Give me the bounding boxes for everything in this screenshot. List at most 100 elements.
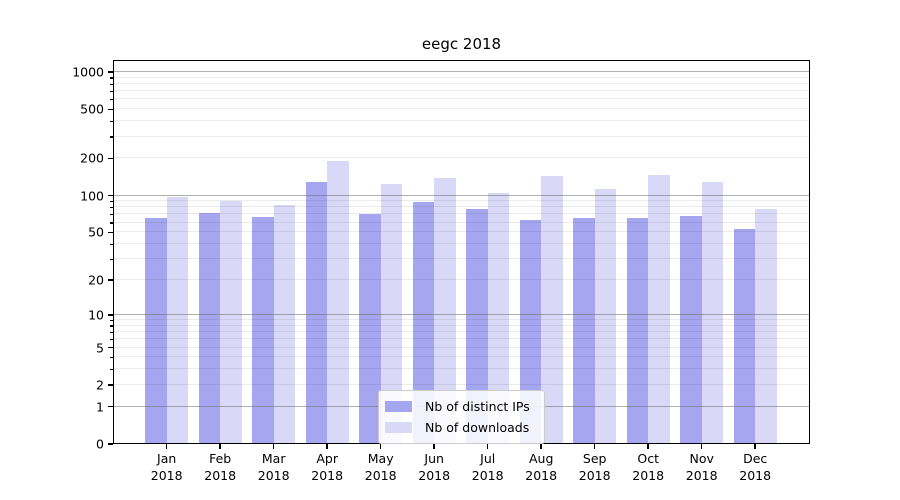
y-gridline-minor-8 <box>113 324 810 326</box>
x-tick-label-nov: Nov 2018 <box>685 451 718 483</box>
y-gridline-minor-4 <box>113 356 810 358</box>
plot-area <box>113 60 810 444</box>
x-tick-mark-apr <box>326 444 328 449</box>
bar-downloads-sep <box>594 188 617 444</box>
x-tick-mark-dec <box>754 444 756 449</box>
y-tick-label-0: 0 <box>96 436 104 452</box>
x-tick-label-may: May 2018 <box>364 451 397 483</box>
y-gridline-minor-200 <box>113 157 810 159</box>
y-minor-tick-mark-300 <box>110 136 113 138</box>
x-tick-label-jan: Jan 2018 <box>150 451 183 483</box>
bar-ips-may <box>359 214 381 444</box>
x-tick-label-apr: Apr 2018 <box>311 451 344 483</box>
y-minor-tick-mark-900 <box>110 77 113 79</box>
y-tick-mark-500 <box>108 108 113 111</box>
y-tick-label-1000: 1000 <box>72 64 104 80</box>
bar-ips-jul <box>466 208 488 444</box>
y-tick-mark-0 <box>108 443 113 445</box>
y-tick-label-500: 500 <box>80 101 104 117</box>
y-tick-mark-1 <box>108 405 113 408</box>
x-tick-label-mar: Mar 2018 <box>257 451 290 483</box>
x-tick-mark-aug <box>540 444 542 449</box>
bar-downloads-nov <box>701 181 724 444</box>
bar-downloads-mar <box>273 204 296 444</box>
y-gridline-minor-80 <box>113 206 810 208</box>
legend: Nb of distinct IPs Nb of downloads <box>378 390 545 444</box>
y-minor-tick-mark-400 <box>110 120 113 123</box>
y-minor-tick-mark-7 <box>110 331 113 334</box>
y-minor-tick-mark-8 <box>110 325 113 327</box>
x-tick-label-sep: Sep 2018 <box>578 451 611 483</box>
bar-downloads-jun <box>434 177 456 444</box>
x-tick-mark-jan <box>165 444 168 449</box>
y-gridline-minor-2 <box>113 383 810 385</box>
y-minor-tick-mark-9 <box>110 319 113 322</box>
bar-ips-dec <box>733 229 756 444</box>
y-gridline-minor-300 <box>113 135 810 137</box>
y-minor-tick-mark-40 <box>110 243 113 246</box>
y-tick-mark-1000 <box>108 71 113 73</box>
x-tick-mark-may <box>379 444 382 449</box>
x-tick-label-jul: Jul 2018 <box>471 451 504 483</box>
bar-ips-nov <box>680 216 702 444</box>
y-tick-label-5: 5 <box>96 340 104 356</box>
x-tick-mark-nov <box>700 444 703 449</box>
y-gridline-minor-70 <box>113 213 810 215</box>
bar-downloads-apr <box>327 161 349 444</box>
y-minor-tick-mark-80 <box>110 206 113 209</box>
y-gridline-minor-3 <box>113 368 810 370</box>
bar-downloads-dec <box>755 209 777 444</box>
bar-ips-apr <box>305 181 328 444</box>
x-tick-label-dec: Dec 2018 <box>739 451 772 483</box>
y-minor-tick-mark-800 <box>110 83 113 85</box>
y-minor-tick-mark-600 <box>110 98 113 101</box>
y-gridline-minor-900 <box>113 76 810 78</box>
legend-label-downloads: Nb of downloads <box>425 420 530 435</box>
x-tick-mark-jul <box>486 444 489 449</box>
y-gridline-minor-90 <box>113 200 810 202</box>
legend-swatch-downloads <box>385 422 412 433</box>
bar-downloads-aug <box>541 176 563 444</box>
y-tick-mark-5 <box>108 346 113 349</box>
y-gridline-minor-800 <box>113 83 810 85</box>
y-gridline-minor-60 <box>113 221 810 223</box>
bar-ips-jan <box>145 217 167 444</box>
bar-ips-sep <box>573 217 595 444</box>
bar-downloads-feb <box>220 200 242 444</box>
y-tick-label-200: 200 <box>80 150 104 166</box>
y-minor-tick-mark-70 <box>110 213 113 216</box>
y-tick-label-1: 1 <box>96 399 104 415</box>
y-tick-mark-50 <box>108 231 113 234</box>
y-tick-label-10: 10 <box>88 307 104 323</box>
legend-item-downloads: Nb of downloads <box>385 417 536 438</box>
bar-ips-aug <box>519 220 542 444</box>
y-minor-tick-mark-30 <box>110 258 113 261</box>
y-tick-mark-200 <box>108 157 113 160</box>
chart-title: eegc 2018 <box>421 35 502 53</box>
y-minor-tick-mark-700 <box>110 90 113 93</box>
y-tick-mark-10 <box>108 314 113 316</box>
y-gridline-minor-30 <box>113 258 810 260</box>
legend-swatch-distinct-ips <box>385 401 412 412</box>
x-tick-mark-oct <box>647 444 649 449</box>
y-tick-label-20: 20 <box>88 272 104 288</box>
y-gridline-minor-50 <box>113 231 810 233</box>
y-minor-tick-mark-90 <box>110 200 113 203</box>
bar-ips-oct <box>626 217 649 444</box>
y-gridline-minor-600 <box>113 98 810 100</box>
x-tick-label-feb: Feb 2018 <box>204 451 237 483</box>
bar-ips-jun <box>412 202 435 444</box>
y-minor-tick-mark-6 <box>110 338 113 341</box>
y-minor-tick-mark-60 <box>110 222 113 224</box>
legend-item-distinct-ips: Nb of distinct IPs <box>385 396 536 417</box>
x-tick-mark-feb <box>219 444 221 449</box>
y-gridline-minor-400 <box>113 120 810 122</box>
y-tick-mark-20 <box>108 279 113 281</box>
x-tick-mark-mar <box>272 444 275 449</box>
x-tick-mark-sep <box>593 444 596 449</box>
y-tick-mark-100 <box>108 194 113 197</box>
y-gridline-minor-700 <box>113 90 810 92</box>
bar-downloads-jan <box>166 196 189 444</box>
y-gridline-minor-500 <box>113 108 810 110</box>
